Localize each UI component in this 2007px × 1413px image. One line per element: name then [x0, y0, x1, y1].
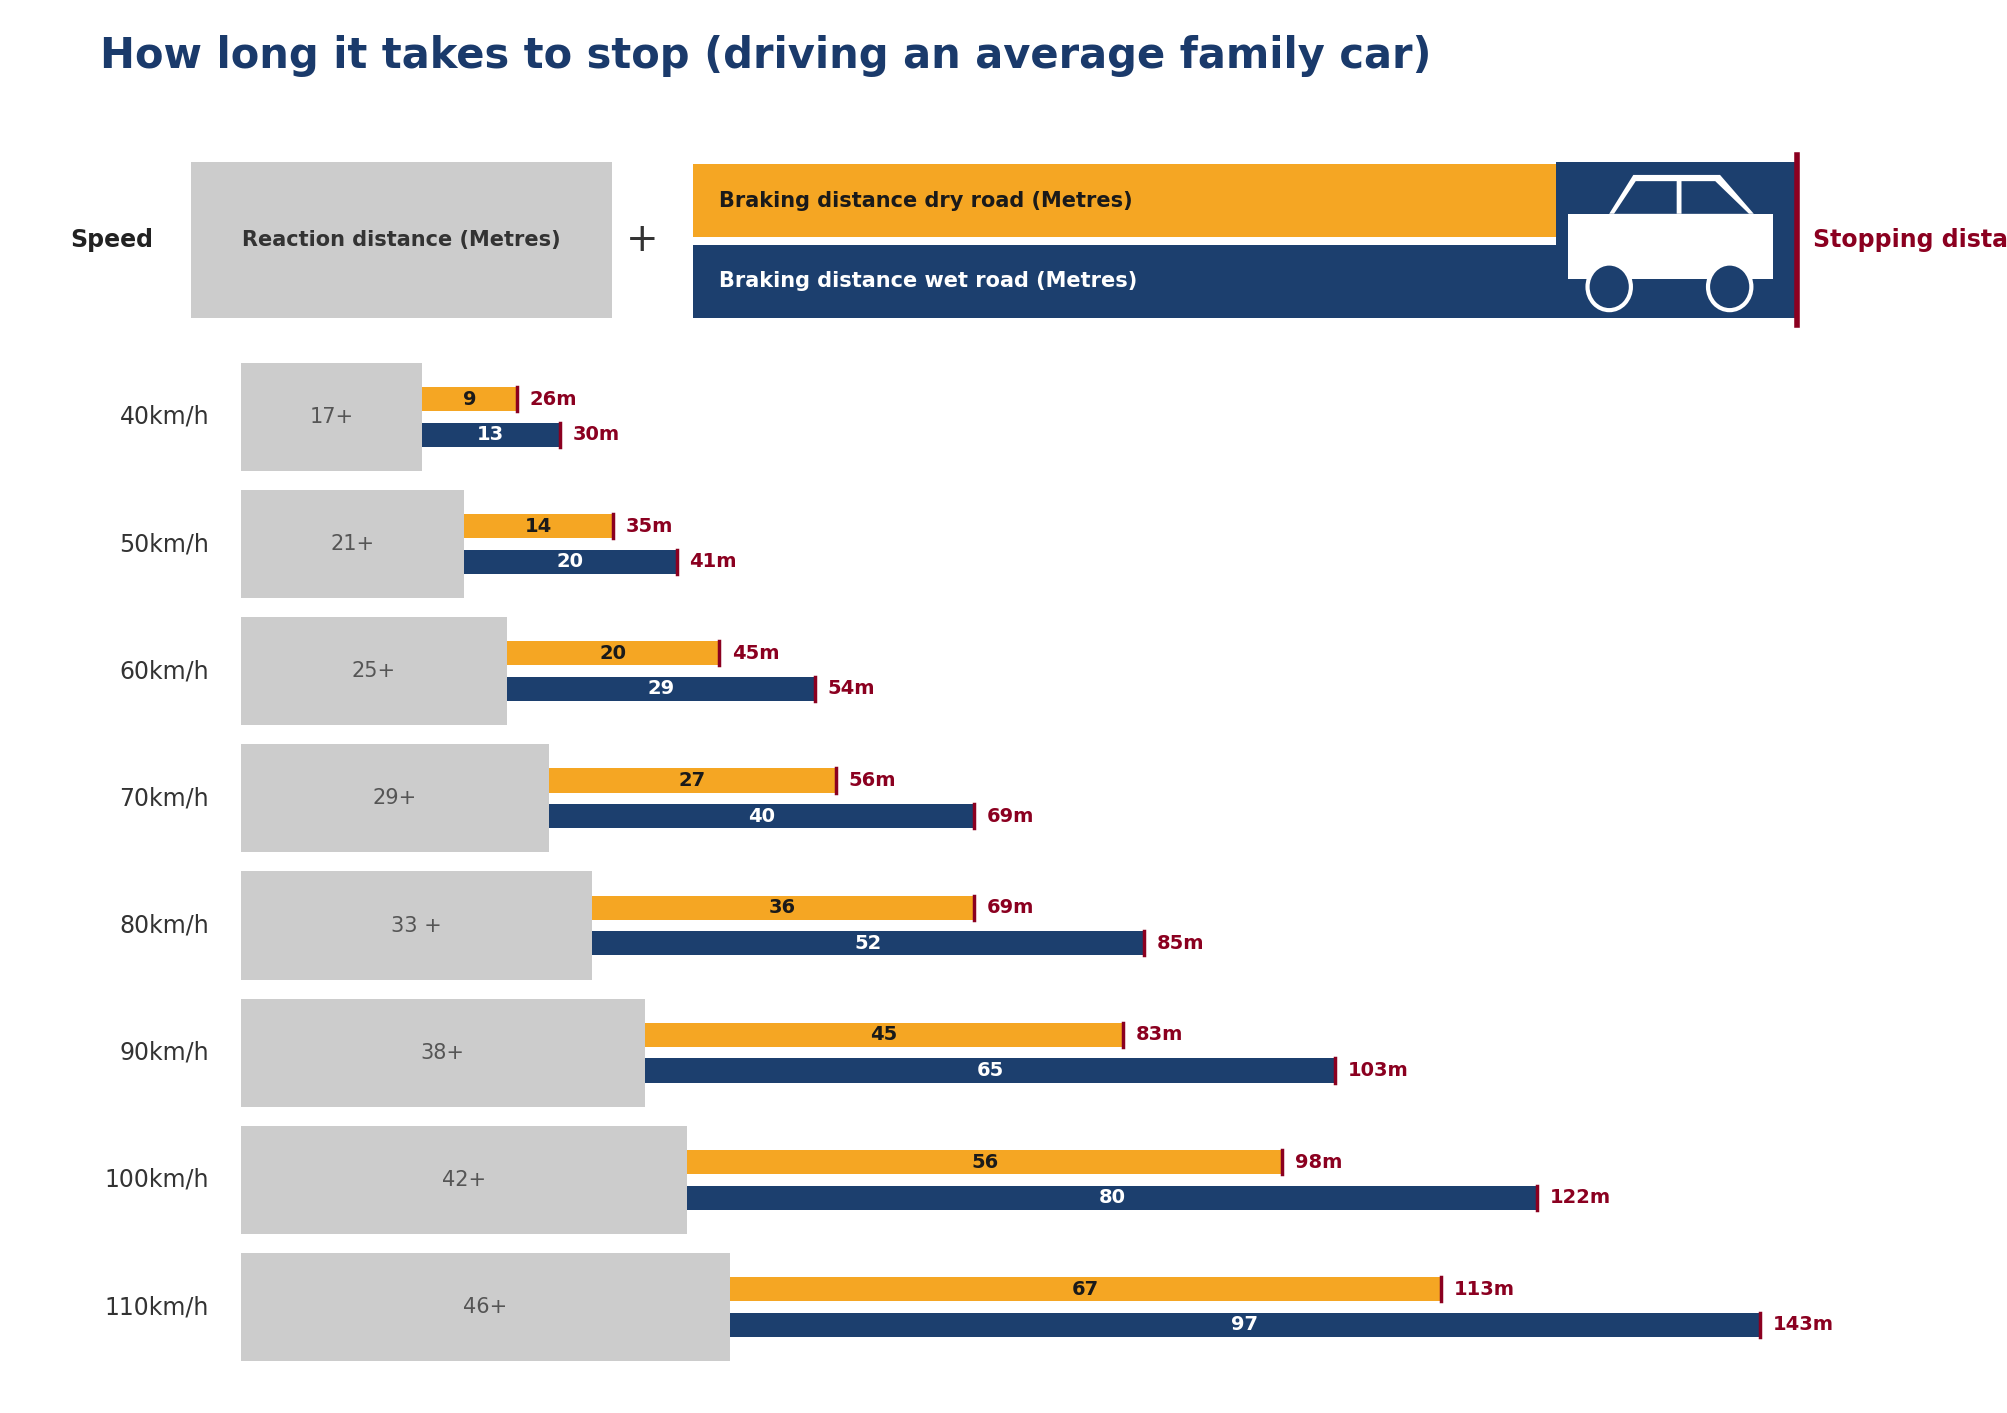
Text: 20: 20	[598, 644, 626, 663]
Text: 65: 65	[975, 1061, 1004, 1080]
Text: 103m: 103m	[1347, 1061, 1409, 1080]
Text: 29: 29	[646, 680, 674, 698]
Text: 56m: 56m	[849, 771, 895, 790]
Text: 17+: 17+	[309, 407, 353, 427]
Text: 80: 80	[1098, 1188, 1126, 1207]
Text: +: +	[626, 222, 658, 259]
Text: 54m: 54m	[827, 680, 875, 698]
Text: 35m: 35m	[626, 517, 672, 536]
Bar	[506, 677, 815, 701]
Text: Reaction distance (Metres): Reaction distance (Metres)	[243, 230, 560, 250]
Text: 27: 27	[678, 771, 706, 790]
Text: 70km/h: 70km/h	[118, 787, 209, 810]
Bar	[686, 1150, 1280, 1174]
Text: 30m: 30m	[572, 425, 620, 444]
Text: 122m: 122m	[1549, 1188, 1610, 1207]
Text: 97: 97	[1230, 1316, 1258, 1334]
Text: 14: 14	[524, 517, 552, 536]
Text: 67: 67	[1072, 1280, 1098, 1299]
Polygon shape	[1680, 181, 1748, 213]
Text: Speed: Speed	[70, 229, 153, 252]
Text: 50km/h: 50km/h	[118, 533, 209, 555]
Text: 45: 45	[869, 1026, 897, 1044]
Bar	[241, 745, 548, 852]
Bar	[592, 896, 973, 920]
Text: 46+: 46+	[464, 1297, 508, 1317]
Text: 45m: 45m	[731, 644, 779, 663]
Bar	[421, 387, 518, 411]
Text: 42+: 42+	[442, 1170, 486, 1190]
Polygon shape	[1608, 175, 1752, 213]
Text: 90km/h: 90km/h	[118, 1041, 209, 1064]
Text: 41m: 41m	[688, 552, 737, 571]
Text: Braking distance dry road (Metres): Braking distance dry road (Metres)	[719, 191, 1132, 211]
Bar	[548, 804, 973, 828]
Bar	[729, 1277, 1441, 1301]
Text: Braking distance wet road (Metres): Braking distance wet road (Metres)	[719, 271, 1136, 291]
Text: 100km/h: 100km/h	[104, 1169, 209, 1191]
Bar	[686, 1186, 1535, 1210]
Bar	[241, 1126, 686, 1234]
Text: 20: 20	[556, 552, 584, 571]
Text: How long it takes to stop (driving an average family car): How long it takes to stop (driving an av…	[100, 35, 1431, 78]
Text: 110km/h: 110km/h	[104, 1296, 209, 1318]
Bar	[241, 363, 421, 471]
Text: 83m: 83m	[1134, 1026, 1182, 1044]
Text: 85m: 85m	[1156, 934, 1204, 952]
Text: 26m: 26m	[530, 390, 578, 408]
Text: 25+: 25+	[351, 661, 395, 681]
Bar	[464, 550, 676, 574]
Bar	[241, 872, 592, 979]
Text: 80km/h: 80km/h	[118, 914, 209, 937]
Text: 98m: 98m	[1295, 1153, 1341, 1171]
Text: 60km/h: 60km/h	[118, 660, 209, 682]
Text: Stopping distance: Stopping distance	[1812, 229, 2007, 252]
Bar	[241, 999, 644, 1106]
Bar	[644, 1023, 1122, 1047]
Ellipse shape	[1708, 263, 1750, 309]
Text: 36: 36	[769, 899, 797, 917]
Bar	[421, 422, 560, 447]
Text: 69m: 69m	[985, 899, 1034, 917]
Bar	[548, 769, 835, 793]
Text: 13: 13	[478, 425, 504, 444]
Ellipse shape	[1588, 263, 1630, 309]
Polygon shape	[1614, 181, 1676, 213]
Text: 113m: 113m	[1453, 1280, 1515, 1299]
Text: 33 +: 33 +	[391, 916, 442, 935]
Text: 56: 56	[971, 1153, 997, 1171]
Bar	[506, 642, 719, 666]
Text: 69m: 69m	[985, 807, 1034, 825]
Bar	[729, 1313, 1760, 1337]
Text: 38+: 38+	[421, 1043, 464, 1063]
Text: 21+: 21+	[331, 534, 375, 554]
Bar	[241, 1253, 729, 1361]
Bar	[241, 617, 506, 725]
Text: 40: 40	[749, 807, 775, 825]
Text: 40km/h: 40km/h	[118, 406, 209, 428]
Text: 29+: 29+	[373, 788, 417, 808]
Bar	[464, 514, 612, 538]
Text: 9: 9	[462, 390, 476, 408]
Bar	[241, 490, 464, 598]
Bar	[644, 1058, 1335, 1082]
Bar	[1567, 213, 1772, 278]
Bar	[592, 931, 1144, 955]
Text: 52: 52	[853, 934, 881, 952]
Text: 143m: 143m	[1772, 1316, 1832, 1334]
